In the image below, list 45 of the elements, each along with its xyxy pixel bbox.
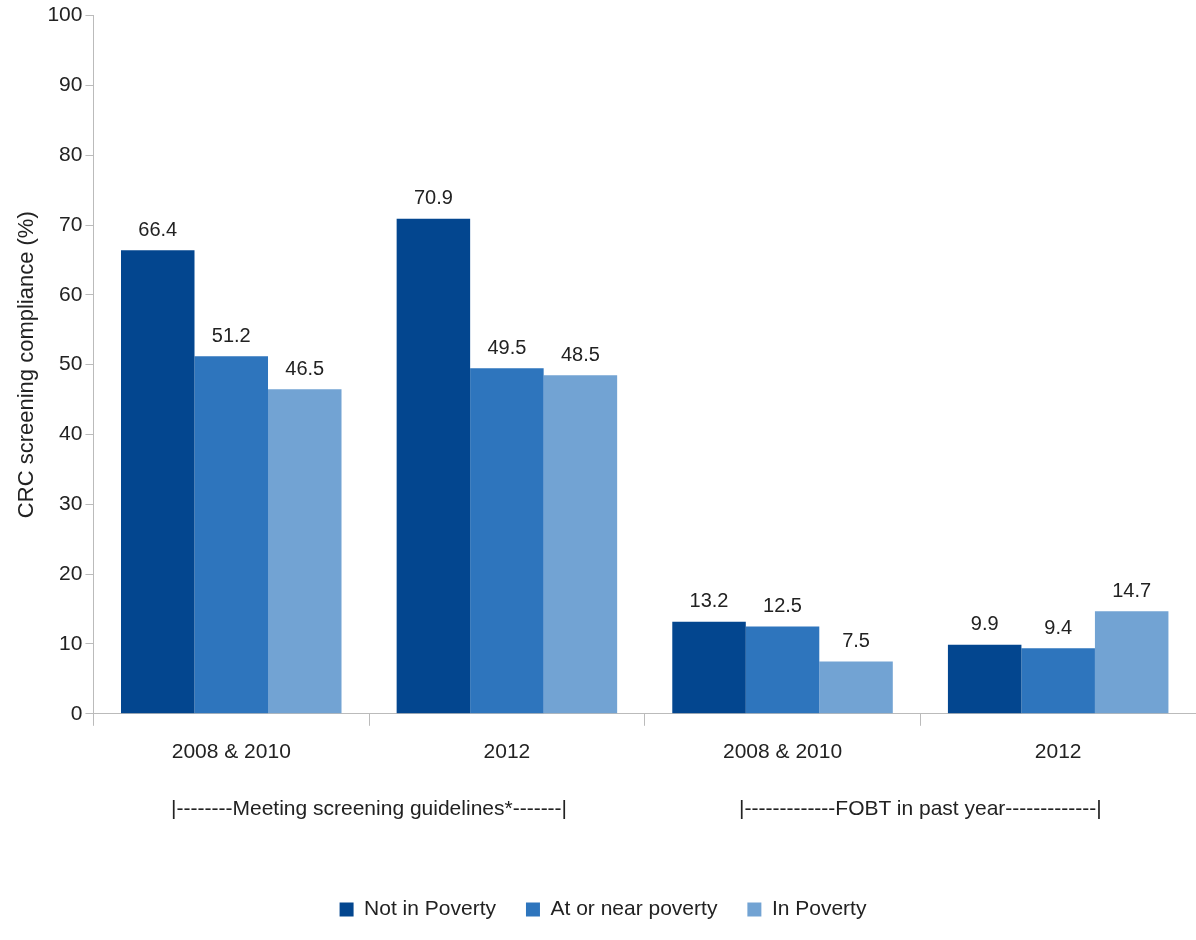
bar: [745, 626, 820, 714]
y-tick-label: 70: [59, 211, 83, 235]
y-tick-label: 0: [70, 700, 83, 724]
bar: [121, 250, 195, 714]
x-tick-label: 2008 & 2010: [722, 739, 843, 763]
data-label: 66.4: [138, 217, 178, 240]
y-tick-label: 90: [59, 72, 83, 96]
data-label: 12.5: [763, 594, 803, 617]
y-axis-title: CRC screening compliance (%): [13, 211, 39, 519]
bar: [268, 389, 342, 714]
data-label: 9.4: [1044, 615, 1073, 638]
data-label: 7.5: [842, 628, 870, 651]
text: |-------------FOBT in past year-------------|: [738, 795, 1102, 819]
x-tick-label: 2012: [1034, 739, 1082, 763]
legend-label: Not in Poverty: [364, 896, 497, 920]
legend-label: In Poverty: [771, 896, 867, 920]
y-tick-label: 20: [59, 560, 83, 584]
data-label: 14.7: [1112, 578, 1152, 601]
bar: [1094, 611, 1169, 714]
bar: [396, 218, 471, 714]
data-label: 51.2: [211, 323, 251, 346]
data-label: 49.5: [487, 335, 527, 358]
legend-label: At or near poverty: [550, 896, 718, 920]
y-tick-label: 10: [59, 630, 83, 654]
data-label: 13.2: [689, 589, 729, 612]
bar: [819, 661, 893, 714]
bar: [470, 368, 544, 714]
y-tick-label: 50: [59, 351, 83, 375]
x-tick-label: 2012: [483, 739, 531, 763]
y-tick-label: 30: [59, 491, 83, 515]
y-tick-label: 80: [59, 142, 83, 166]
bar: [1021, 648, 1095, 714]
bar: [194, 356, 269, 714]
bar: [672, 621, 746, 714]
bar: [947, 644, 1022, 714]
data-label: 46.5: [285, 356, 325, 379]
x-tick-label: 2008 & 2010: [171, 739, 291, 763]
text: |--------Meeting screening guidelines*-------|: [171, 795, 568, 819]
data-label: 9.9: [970, 612, 999, 635]
y-tick-label: 100: [47, 2, 83, 26]
y-tick-label: 60: [59, 281, 83, 305]
bar: [543, 375, 618, 714]
data-label: 48.5: [560, 342, 600, 365]
data-label: 70.9: [413, 186, 453, 209]
y-tick-label: 40: [59, 421, 83, 445]
